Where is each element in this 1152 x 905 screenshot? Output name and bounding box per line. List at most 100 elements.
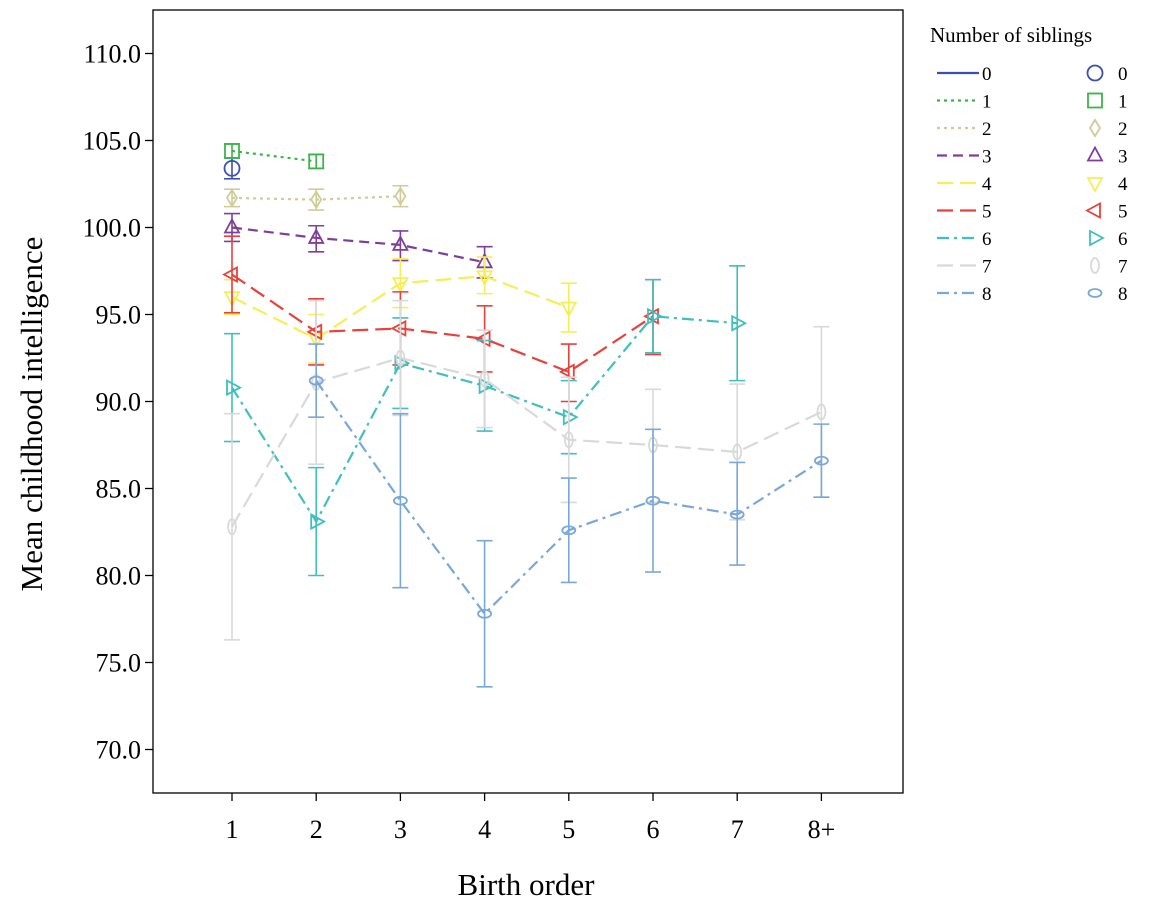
y-axis-title: Mean childhood intelligence	[14, 237, 49, 592]
legend-line-label: 4	[982, 174, 992, 195]
series-line	[231, 195, 401, 201]
data-point	[647, 307, 663, 325]
y-tick-label: 85.0	[96, 475, 142, 504]
plot-area	[152, 9, 904, 794]
legend-marker-swatch	[1090, 257, 1100, 274]
data-point	[390, 319, 407, 337]
error-bars	[224, 299, 830, 641]
legend-marker-label: 8	[1118, 284, 1128, 305]
series-line	[231, 273, 654, 374]
legend-marker-label: 7	[1118, 257, 1128, 278]
data-point	[223, 217, 241, 234]
series-line	[231, 315, 738, 524]
data-point	[224, 143, 240, 159]
legend-marker-label: 4	[1118, 174, 1128, 195]
legend-line-label: 5	[982, 202, 992, 223]
y-tick-label: 105.0	[83, 127, 142, 156]
y-tick-label: 90.0	[96, 388, 142, 417]
data-point	[816, 403, 827, 421]
y-tick-label: 75.0	[96, 649, 142, 678]
legend-marker-swatch	[1089, 229, 1105, 247]
series-8	[308, 343, 830, 688]
legend-line-label: 2	[982, 119, 992, 140]
legend-line-label: 1	[982, 92, 992, 113]
legend-marker-label: 2	[1118, 119, 1128, 140]
legend-marker-label: 5	[1118, 202, 1128, 223]
data-point	[474, 330, 491, 348]
data-point	[226, 379, 242, 397]
y-axis: 70.0 75.0 80.0 85.0 90.0 95.0 100.0 105.0 110.0	[83, 40, 153, 765]
legend-line-label: 3	[982, 147, 992, 168]
data-point	[395, 349, 406, 367]
legend-marker-swatch	[1088, 118, 1102, 138]
series-line	[315, 379, 822, 616]
series-line	[231, 149, 317, 163]
data-point	[563, 431, 574, 449]
data-point	[558, 363, 575, 381]
legend-title: Number of siblings	[930, 23, 1092, 47]
data-point	[308, 153, 325, 170]
y-tick-label: 70.0	[96, 736, 142, 765]
series-1	[224, 143, 325, 170]
legend-marker-label: 3	[1118, 147, 1128, 168]
legend-line-label: 8	[982, 284, 992, 305]
x-tick-label: 3	[394, 815, 407, 844]
y-tick-label: 100.0	[83, 214, 142, 243]
y-tick-label: 80.0	[96, 562, 142, 591]
plot-frame	[152, 9, 904, 794]
series-0	[223, 157, 241, 180]
legend-line-label: 0	[982, 64, 992, 85]
data-point	[729, 509, 745, 520]
data-point	[561, 525, 577, 536]
error-bars	[224, 212, 493, 279]
x-tick-label: 5	[562, 815, 575, 844]
data-point	[477, 608, 493, 619]
series-line	[231, 275, 570, 341]
data-point	[223, 159, 241, 177]
legend-marker-swatch	[1086, 177, 1104, 193]
legend-marker-label: 6	[1118, 229, 1128, 250]
data-point	[225, 188, 239, 208]
data-point	[562, 408, 579, 426]
data-point	[222, 265, 238, 283]
legend-line-label: 7	[982, 257, 992, 278]
x-axis-title: Birth order	[458, 867, 596, 902]
data-point	[306, 323, 323, 341]
legend-marker-label: 0	[1118, 64, 1128, 85]
legend-line-label: 6	[982, 229, 992, 250]
x-tick-label: 4	[478, 815, 491, 844]
x-tick-label: 1	[226, 815, 239, 844]
series-line	[231, 226, 485, 264]
series-layer	[222, 143, 830, 688]
data-point	[476, 270, 494, 287]
legend: Number of siblings 0 01 12 23 34 45 56 67 78 8	[930, 23, 1128, 305]
data-point	[308, 375, 324, 386]
legend-marker-swatch	[1086, 64, 1104, 82]
data-point	[391, 235, 409, 251]
x-tick-label: 7	[731, 815, 744, 844]
legend-marker-swatch	[1086, 145, 1104, 162]
series-7	[224, 299, 830, 641]
x-tick-label: 2	[310, 815, 323, 844]
data-point	[560, 301, 578, 318]
data-point	[307, 228, 325, 244]
data-point	[732, 443, 743, 461]
data-point	[394, 354, 411, 372]
data-point	[394, 186, 407, 206]
data-point	[391, 277, 409, 294]
y-tick-label: 95.0	[96, 301, 142, 330]
data-point	[645, 495, 661, 506]
data-point	[227, 518, 237, 536]
x-tick-label: 8+	[808, 815, 836, 844]
x-axis: 1 2 3 4 5 6 7 8+	[226, 793, 836, 844]
data-point	[310, 189, 323, 210]
y-tick-label: 110.0	[83, 40, 141, 69]
